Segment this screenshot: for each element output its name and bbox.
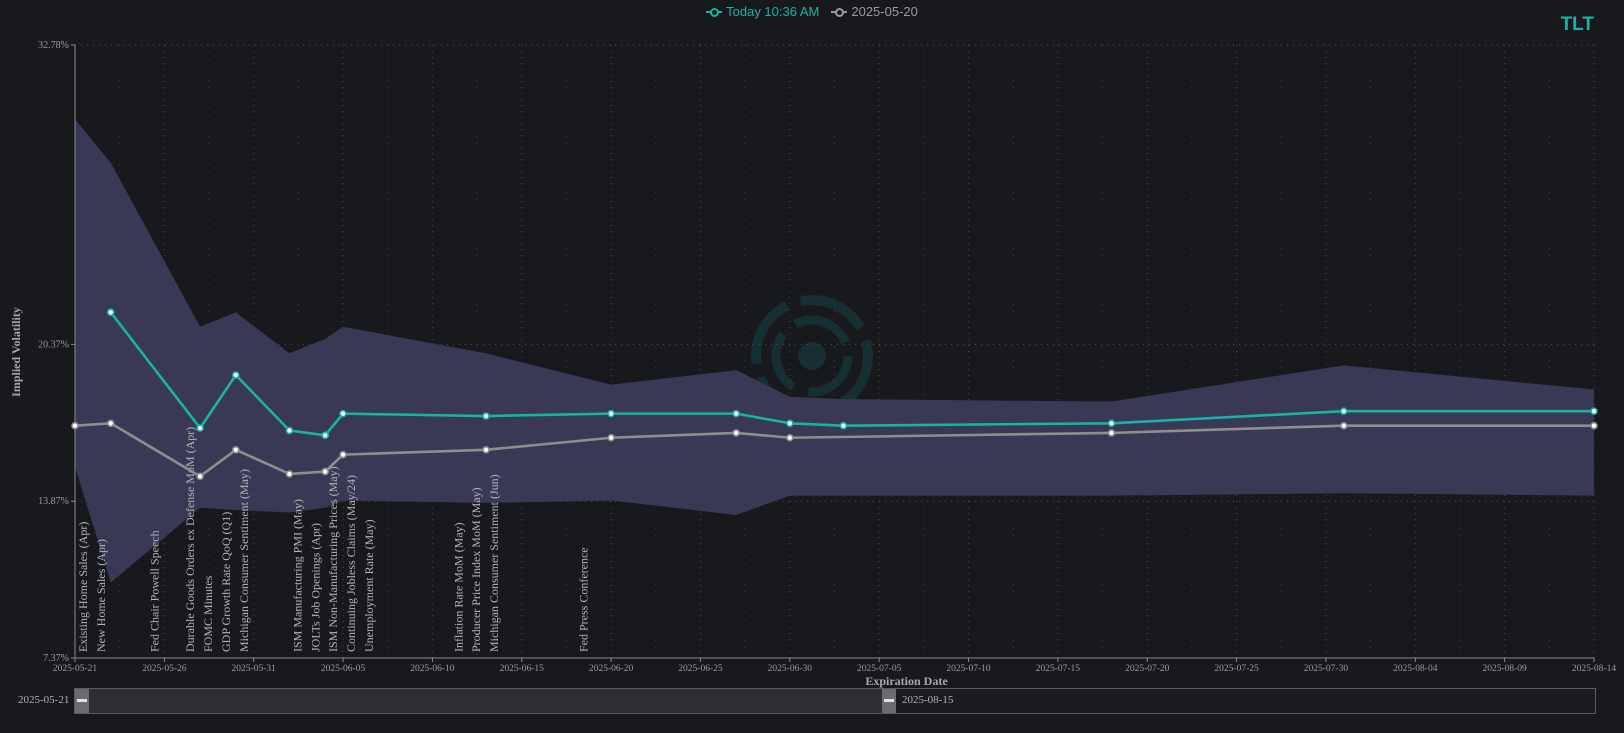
event-labels: Existing Home Sales (Apr) New Home Sales …	[76, 427, 590, 652]
x-tick-label: 2025-07-20	[1125, 664, 1170, 674]
point-today	[106, 308, 115, 317]
y-tick-label: 13.87%	[38, 496, 69, 507]
legend-item-today[interactable]: Today 10:36 AM	[706, 4, 819, 19]
point-today	[607, 409, 615, 418]
event-label: Durable Goods Orders ex Defense MoM (Apr…	[183, 427, 197, 652]
x-tick-label: 2025-08-04	[1393, 664, 1438, 674]
point-today	[339, 409, 347, 418]
event-label: FOMC Minutes	[201, 575, 215, 652]
point-prior	[106, 419, 115, 428]
legend-label-today: Today 10:36 AM	[726, 4, 820, 19]
x-tick-label: 2025-06-30	[768, 664, 813, 674]
point-today	[285, 426, 294, 435]
point-prior	[732, 429, 741, 437]
x-tick-label: 2025-06-25	[678, 664, 723, 674]
point-prior	[71, 421, 79, 430]
point-prior	[607, 433, 615, 442]
point-prior	[786, 433, 794, 442]
point-today	[1107, 419, 1116, 428]
point-today	[321, 431, 329, 440]
x-tick-label: 2025-05-21	[53, 664, 98, 674]
point-today	[839, 421, 848, 430]
event-label: Michigan Consumer Sentiment (May)	[237, 469, 251, 652]
legend-label-prior: 2025-05-20	[851, 4, 918, 19]
series-line-prior	[74, 421, 1594, 478]
event-label: Inflation Rate MoM (May)	[451, 522, 465, 652]
x-tick-label: 2025-07-25	[1214, 664, 1259, 674]
x-tick-label: 2025-08-14	[1572, 664, 1617, 674]
point-prior	[339, 450, 347, 459]
event-label: Fed Press Conference	[576, 547, 590, 652]
event-label: GDP Growth Rate QoQ (Q1)	[219, 512, 233, 652]
point-prior	[196, 472, 204, 481]
point-today	[1590, 407, 1598, 416]
x-tick-label: 2025-08-09	[1482, 664, 1527, 674]
x-tick-label: 2025-06-10	[410, 664, 455, 674]
slider-end-label: 2025-08-15	[902, 694, 954, 706]
y-axis-title: Implied Volatility	[9, 307, 23, 397]
point-today	[196, 424, 204, 432]
event-label: Producer Price Index MoM (May)	[469, 487, 483, 652]
y-tick-label: 32.78%	[38, 40, 69, 51]
event-label: ISM Manufacturing PMI (May)	[290, 499, 304, 652]
slider-right-handle[interactable]	[882, 689, 896, 713]
point-prior	[1340, 421, 1348, 430]
point-today	[786, 419, 794, 428]
point-today	[482, 412, 490, 420]
x-tick-label: 2025-07-15	[1036, 664, 1081, 674]
slider-selection[interactable]	[75, 689, 896, 713]
date-range-slider[interactable]: 2025-08-15	[74, 688, 1596, 714]
ticker-symbol: TLT	[1560, 14, 1594, 35]
series-line-today	[109, 311, 1594, 437]
y-tick-label: 20.37%	[38, 339, 69, 350]
point-prior	[1107, 429, 1116, 437]
event-label: Existing Home Sales (Apr)	[76, 522, 90, 652]
series	[71, 308, 1598, 481]
event-label: Continuing Jobless Claims (May/24)	[344, 475, 358, 652]
event-label: JOLTs Job Openings (Apr)	[308, 523, 322, 652]
x-tick-label: 2025-05-26	[142, 664, 187, 674]
x-tick-label: 2025-06-15	[500, 664, 545, 674]
legend: Today 10:36 AM 2025-05-20	[0, 4, 1624, 19]
point-today	[232, 371, 240, 379]
x-axis-title: Expiration Date	[865, 674, 948, 688]
event-label: ISM Non-Manufacturing Prices (May)	[326, 466, 340, 652]
point-today	[732, 409, 741, 418]
slider-left-handle[interactable]	[75, 689, 89, 713]
x-tick-label: 2025-05-31	[232, 664, 277, 674]
point-prior	[1590, 421, 1598, 430]
x-tick-label: 2025-06-20	[589, 664, 634, 674]
event-label: Fed Chair Powell Speech	[147, 530, 161, 652]
x-tick-label: 2025-06-05	[321, 664, 366, 674]
x-tick-label: 2025-07-05	[857, 664, 902, 674]
event-label: Unemployment Rate (May)	[362, 519, 376, 652]
y-tick-label: 7.37%	[43, 653, 69, 664]
point-prior	[232, 446, 240, 454]
point-prior	[321, 467, 329, 476]
point-prior	[285, 470, 294, 478]
axes: 7.37% 13.87% 20.37% 32.78% 2025-05-21 2025-05…	[9, 40, 1616, 688]
legend-swatch-prior-icon	[831, 7, 848, 17]
volatility-band	[75, 119, 1594, 583]
x-tick-label: 2025-07-10	[946, 664, 991, 674]
grid	[74, 44, 1595, 659]
event-label: Michigan Consumer Sentiment (Jun)	[487, 474, 501, 652]
slider-start-label: 2025-05-21	[18, 694, 70, 706]
legend-item-prior[interactable]: 2025-05-20	[831, 4, 918, 19]
event-label: New Home Sales (Apr)	[94, 539, 108, 652]
point-prior	[482, 446, 490, 454]
point-today	[1340, 407, 1348, 416]
x-tick-label: 2025-07-30	[1304, 664, 1349, 674]
legend-swatch-today-icon	[706, 7, 723, 17]
